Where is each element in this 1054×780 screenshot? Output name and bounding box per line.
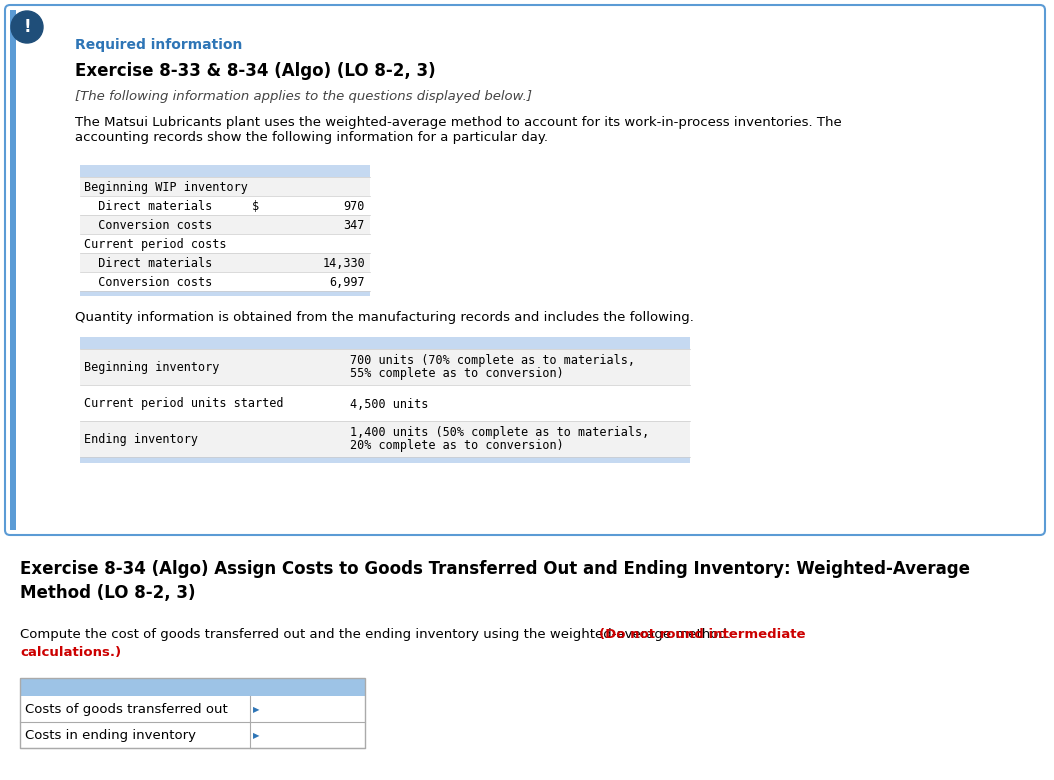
Text: Compute the cost of goods transferred out and the ending inventory using the wei: Compute the cost of goods transferred ou… — [20, 628, 736, 641]
FancyBboxPatch shape — [80, 272, 370, 291]
FancyBboxPatch shape — [80, 165, 370, 177]
Text: 6,997: 6,997 — [329, 276, 365, 289]
Text: (Do not round intermediate: (Do not round intermediate — [600, 628, 806, 641]
Text: Ending inventory: Ending inventory — [84, 434, 198, 446]
FancyBboxPatch shape — [20, 678, 250, 696]
Text: [The following information applies to the questions displayed below.]: [The following information applies to th… — [75, 90, 532, 103]
FancyBboxPatch shape — [5, 5, 1045, 535]
FancyBboxPatch shape — [250, 678, 365, 696]
FancyBboxPatch shape — [9, 10, 16, 530]
Text: Required information: Required information — [75, 38, 242, 52]
Text: Costs in ending inventory: Costs in ending inventory — [25, 729, 196, 743]
Text: 20% complete as to conversion): 20% complete as to conversion) — [350, 439, 564, 452]
Text: Beginning inventory: Beginning inventory — [84, 361, 219, 374]
Text: Conversion costs: Conversion costs — [84, 219, 212, 232]
Text: 1,400 units (50% complete as to materials,: 1,400 units (50% complete as to material… — [350, 427, 649, 439]
FancyBboxPatch shape — [80, 385, 690, 421]
Text: 4,500 units: 4,500 units — [350, 398, 428, 410]
FancyBboxPatch shape — [250, 722, 365, 748]
Text: 700 units (70% complete as to materials,: 700 units (70% complete as to materials, — [350, 354, 635, 367]
Text: Quantity information is obtained from the manufacturing records and includes the: Quantity information is obtained from th… — [75, 311, 694, 324]
FancyBboxPatch shape — [80, 349, 690, 385]
Text: Direct materials: Direct materials — [84, 200, 212, 213]
Text: calculations.): calculations.) — [20, 646, 121, 659]
Text: !: ! — [23, 18, 31, 36]
Text: Current period units started: Current period units started — [84, 398, 284, 410]
Text: $: $ — [252, 200, 259, 213]
FancyBboxPatch shape — [20, 696, 250, 722]
FancyBboxPatch shape — [20, 722, 250, 748]
FancyBboxPatch shape — [80, 196, 370, 215]
FancyBboxPatch shape — [80, 291, 370, 296]
Text: ▶: ▶ — [253, 705, 259, 714]
FancyBboxPatch shape — [80, 337, 690, 349]
Text: 14,330: 14,330 — [323, 257, 365, 270]
Text: Costs of goods transferred out: Costs of goods transferred out — [25, 704, 228, 717]
Text: Beginning WIP inventory: Beginning WIP inventory — [84, 181, 248, 194]
FancyBboxPatch shape — [250, 696, 365, 722]
Text: ▶: ▶ — [253, 732, 259, 740]
Text: 55% complete as to conversion): 55% complete as to conversion) — [350, 367, 564, 380]
Text: Method (LO 8-2, 3): Method (LO 8-2, 3) — [20, 584, 195, 602]
Circle shape — [11, 11, 43, 43]
Text: Exercise 8-33 & 8-34 (Algo) (LO 8-2, 3): Exercise 8-33 & 8-34 (Algo) (LO 8-2, 3) — [75, 62, 435, 80]
Text: The Matsui Lubricants plant uses the weighted-average method to account for its : The Matsui Lubricants plant uses the wei… — [75, 116, 842, 144]
FancyBboxPatch shape — [80, 253, 370, 272]
FancyBboxPatch shape — [80, 215, 370, 234]
Text: 970: 970 — [344, 200, 365, 213]
FancyBboxPatch shape — [80, 234, 370, 253]
FancyBboxPatch shape — [80, 421, 690, 457]
Text: Exercise 8-34 (Algo) Assign Costs to Goods Transferred Out and Ending Inventory:: Exercise 8-34 (Algo) Assign Costs to Goo… — [20, 560, 970, 578]
Text: Current period costs: Current period costs — [84, 238, 227, 251]
Text: Direct materials: Direct materials — [84, 257, 212, 270]
Text: Conversion costs: Conversion costs — [84, 276, 212, 289]
Text: 347: 347 — [344, 219, 365, 232]
FancyBboxPatch shape — [80, 177, 370, 196]
FancyBboxPatch shape — [80, 457, 690, 463]
